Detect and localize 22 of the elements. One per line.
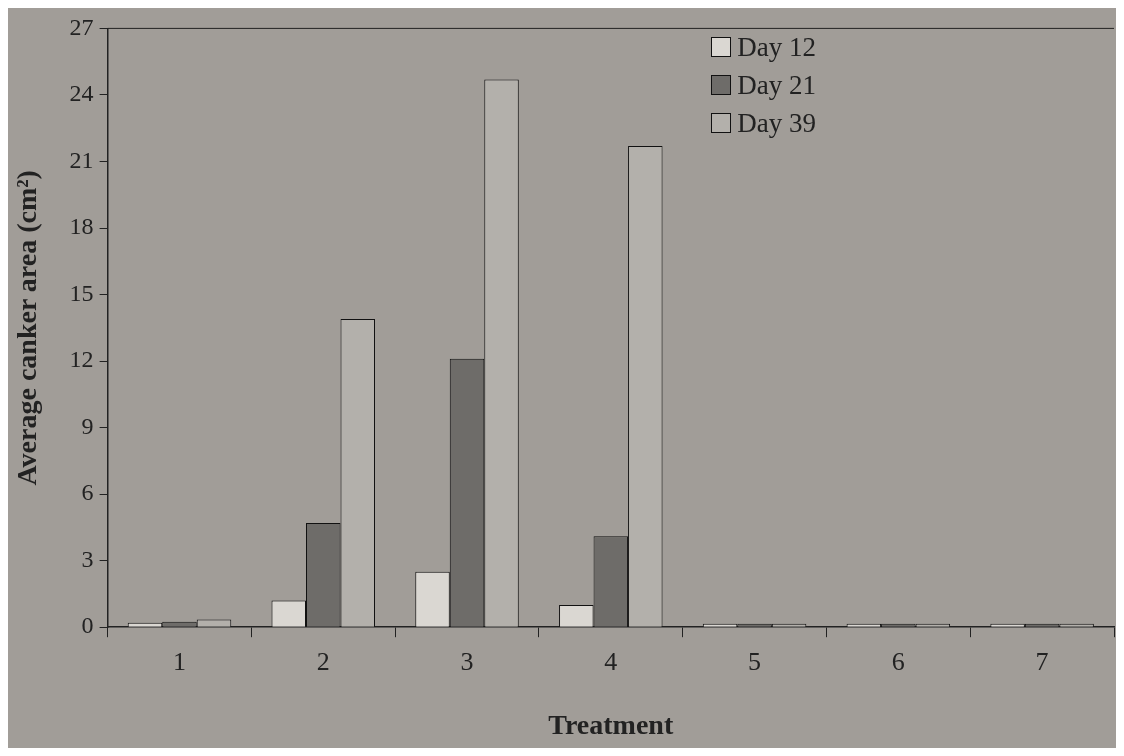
y-tick-label: 12 — [69, 346, 94, 373]
y-tick-label: 0 — [81, 612, 94, 639]
y-tick-label: 21 — [69, 146, 94, 173]
x-tick-label: 7 — [1035, 646, 1049, 676]
y-tick-label: 15 — [69, 279, 94, 306]
legend-label: Day 39 — [737, 107, 816, 140]
x-tick-label: 3 — [460, 646, 474, 676]
y-tick-label: 24 — [69, 80, 94, 107]
legend-label: Day 21 — [737, 69, 816, 102]
x-tick-label: 4 — [604, 646, 618, 676]
y-tick-label: 6 — [81, 479, 94, 506]
x-tick-label: 1 — [172, 646, 186, 676]
y-axis-title: Average canker area (cm²) — [11, 170, 43, 486]
y-tick-label: 3 — [81, 545, 94, 572]
y-tick-label: 9 — [81, 412, 94, 439]
x-axis-title: Treatment — [548, 709, 674, 741]
legend-label: Day 12 — [737, 31, 816, 64]
x-tick-label: 5 — [748, 646, 762, 676]
x-tick-label: 2 — [316, 646, 330, 676]
x-tick-label: 6 — [891, 646, 905, 676]
y-tick-label: 27 — [69, 13, 94, 40]
y-tick-label: 18 — [69, 213, 94, 240]
